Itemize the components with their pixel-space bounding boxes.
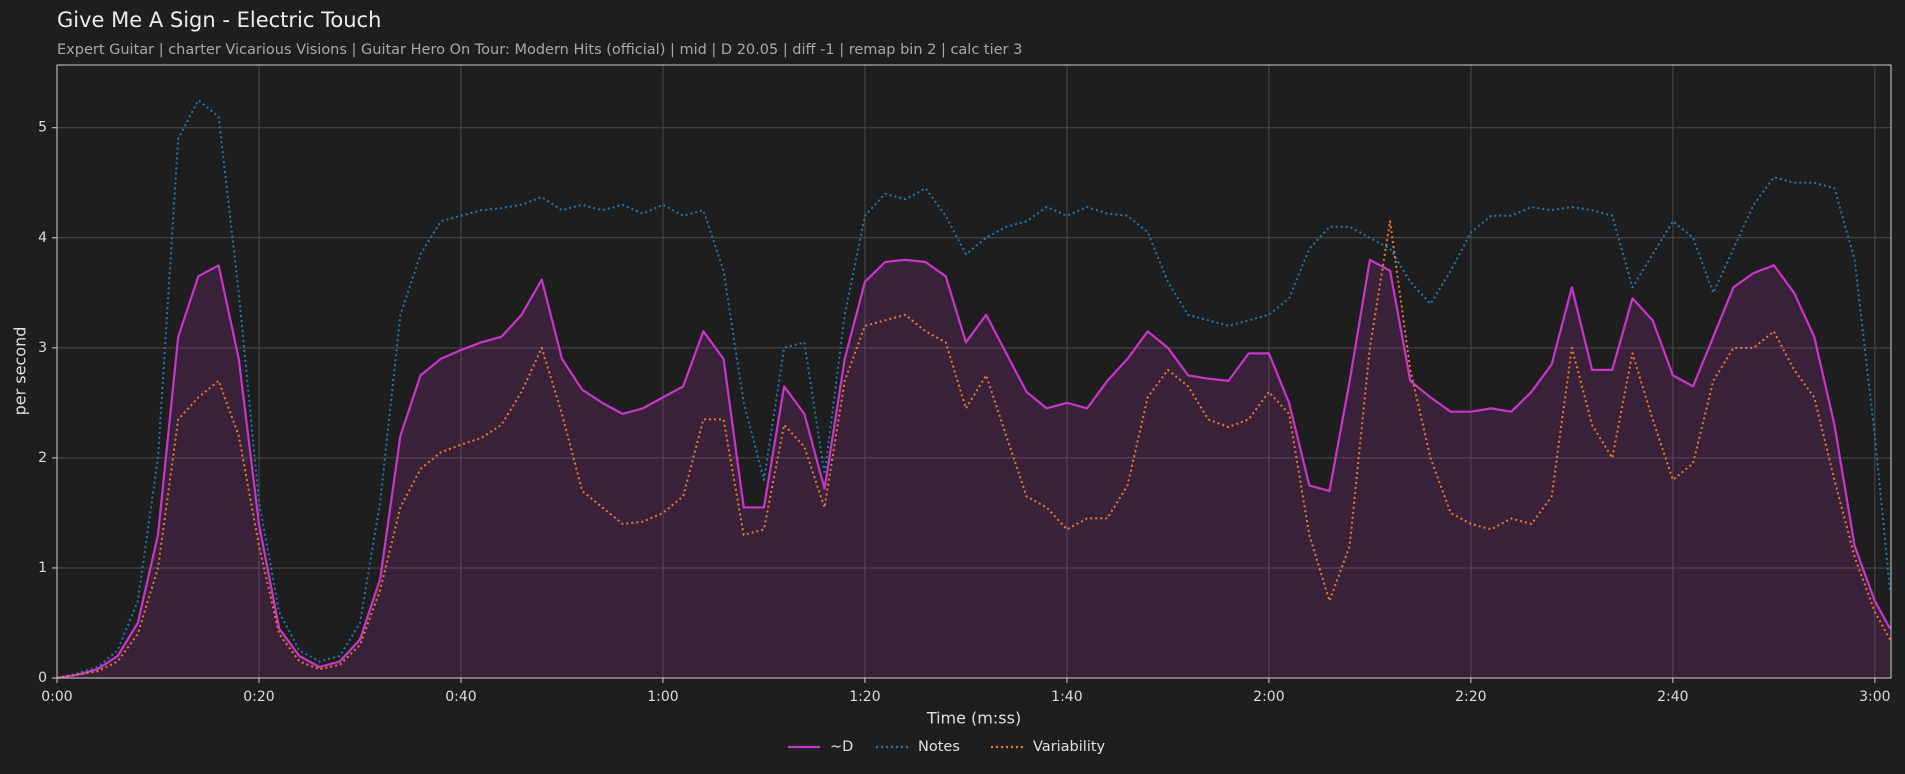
x-tick-label: 1:40 [1051, 689, 1082, 705]
y-tick-label: 0 [38, 670, 47, 686]
axes-frame [56, 64, 1892, 679]
x-tick-label: 3:00 [1859, 689, 1890, 705]
area [57, 259, 1890, 678]
x-tick-label: 0:00 [41, 689, 72, 705]
x-tick-label: 2:00 [1253, 689, 1284, 705]
chart-title: Give Me A Sign - Electric Touch [57, 8, 381, 32]
x-tick-label: 2:20 [1455, 689, 1486, 705]
y-axis-label: per second [11, 327, 30, 416]
line [56, 99, 1891, 679]
y-tick-label: 5 [38, 120, 47, 136]
chart-subtitle: Expert Guitar | charter Vicarious Vision… [57, 42, 1022, 58]
x-tick-label: 0:20 [243, 689, 274, 705]
x-tick-label: 1:00 [647, 689, 678, 705]
plot-area: 0 1 2 3 4 5 0:00 0:20 0:40 1:00 1:20 1:40 2:00 2:20 2:… [38, 64, 1892, 705]
x-tick-label: 0:40 [445, 689, 476, 705]
x-axis-label: Time (m:ss) [926, 709, 1021, 728]
x-tick-label: 1:20 [849, 689, 880, 705]
legend-label: Notes [918, 739, 960, 755]
line [56, 258, 1891, 680]
y-tick-label: 3 [38, 340, 47, 356]
y-tick-label: 4 [38, 230, 47, 246]
y-tick-label: 1 [38, 560, 47, 576]
legend-label: Variability [1033, 739, 1106, 755]
legend-label: ~D [830, 739, 853, 755]
x-tick-label: 2:40 [1657, 689, 1688, 705]
legend: ~D Notes Variability [788, 739, 1106, 755]
y-tick-label: 2 [38, 450, 47, 466]
